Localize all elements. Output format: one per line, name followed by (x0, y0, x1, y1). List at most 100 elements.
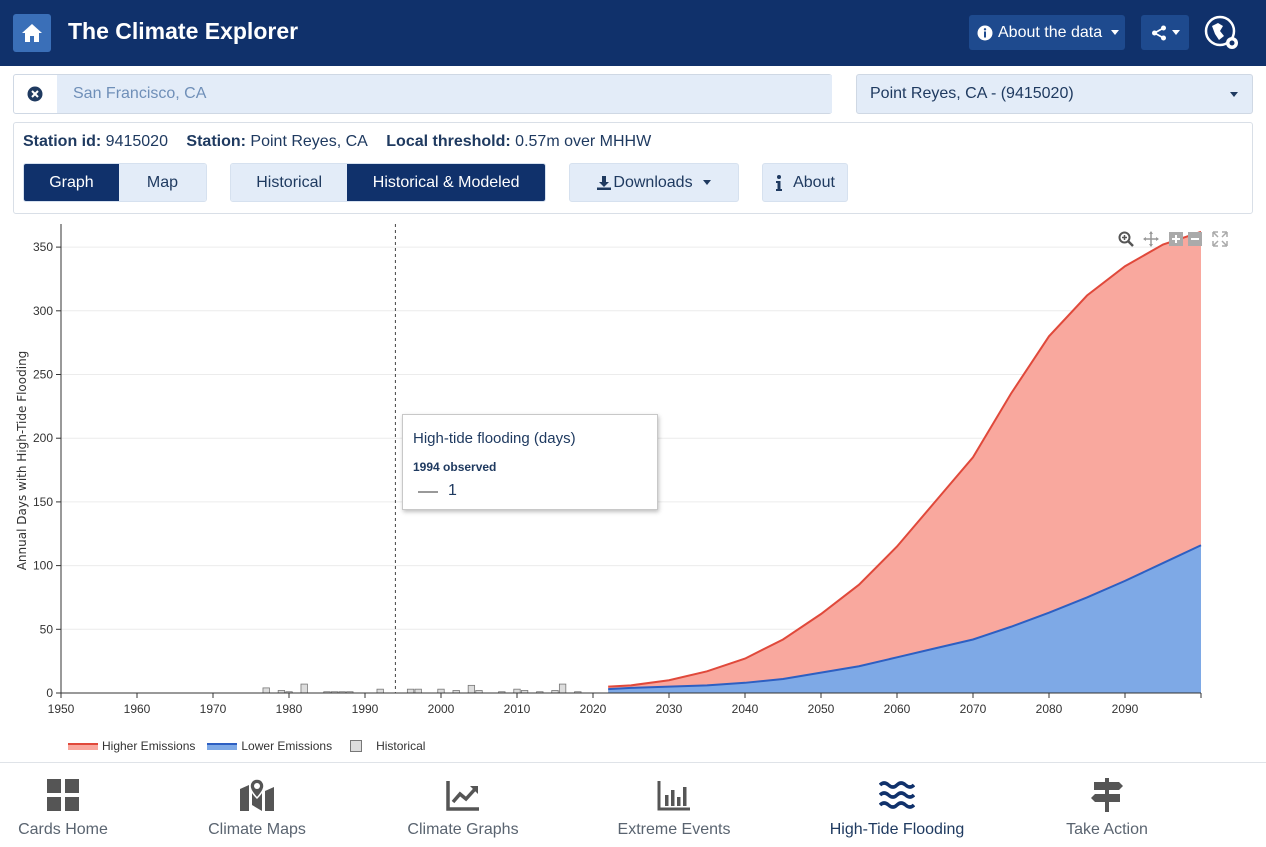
downloads-button[interactable]: Downloads (569, 163, 739, 202)
historical-bar (300, 683, 308, 694)
legend-item-historical[interactable]: Historical (344, 739, 425, 753)
about-data-dropdown[interactable]: About the data (969, 15, 1125, 50)
chart-legend: Higher Emissions Lower Emissions Histori… (68, 739, 437, 753)
x-tick-label: 2060 (884, 702, 911, 716)
tooltip-series-swatch (418, 491, 438, 493)
historical-bar (262, 687, 270, 694)
map-marker-icon (240, 778, 274, 811)
x-tick-label: 1990 (352, 702, 379, 716)
share-icon (1151, 25, 1166, 40)
location-input[interactable] (57, 75, 832, 113)
reset-zoom-icon[interactable] (1212, 231, 1228, 247)
historical-bar (467, 684, 476, 694)
pan-icon[interactable] (1143, 231, 1159, 247)
info-circle-icon (977, 25, 993, 40)
about-button[interactable]: About (762, 163, 848, 202)
historical-bar (437, 688, 445, 694)
tooltip-title: High-tide flooding (days) (413, 430, 576, 447)
legend-label-lower: Lower Emissions (241, 739, 333, 753)
historical-bar (513, 688, 521, 694)
chevron-down-icon (702, 180, 711, 185)
threshold-label: Local threshold: (386, 133, 511, 150)
nav-take-action[interactable]: Take Action (1061, 763, 1153, 847)
location-search (13, 74, 832, 114)
settings-globe-button[interactable] (1203, 14, 1241, 52)
downloads-label: Downloads (613, 173, 693, 191)
x-tick-label: 2040 (732, 702, 759, 716)
x-tick-label: 1960 (124, 702, 151, 716)
legend-swatch-higher (68, 742, 98, 750)
y-tick-label: 350 (33, 240, 53, 254)
lower-emissions-line (608, 544, 1202, 691)
x-tick-label: 2070 (960, 702, 987, 716)
y-tick-label: 150 (33, 495, 53, 509)
x-tick-label: 2050 (808, 702, 835, 716)
station-info-line: Station id: 9415020 Station: Point Reyes… (23, 133, 651, 151)
threshold-value: 0.57m over MHHW (515, 133, 652, 150)
y-axis-label: Annual Days with High-Tide Flooding (15, 351, 29, 571)
legend-item-higher[interactable]: Higher Emissions (68, 739, 195, 753)
legend-swatch-lower (207, 742, 238, 750)
station-id-value: 9415020 (105, 133, 168, 150)
bar-chart-icon (657, 781, 690, 811)
nav-cards-home[interactable]: Cards Home (18, 763, 108, 847)
chevron-down-icon (1111, 30, 1120, 35)
waves-icon (879, 781, 915, 809)
y-tick-label: 250 (33, 368, 53, 382)
zoom-icon[interactable] (1118, 231, 1134, 247)
station-id-label: Station id: (23, 133, 102, 150)
station-info-panel: Station id: 9415020 Station: Point Reyes… (13, 122, 1253, 214)
nav-climate-graphs[interactable]: Climate Graphs (406, 763, 520, 847)
y-tick-label: 50 (40, 622, 54, 636)
x-tick-label: 1950 (48, 702, 75, 716)
flooding-chart: 0 50 100 150 200 250 300 350 1950 1960 1970 1980 199… (0, 220, 1266, 760)
zoom-out-icon[interactable] (1187, 231, 1203, 247)
chart-line-icon (446, 781, 479, 811)
station-name-label: Station: (186, 133, 246, 150)
info-icon (776, 174, 783, 191)
station-select[interactable]: Point Reyes, CA - (9415020) (856, 74, 1253, 114)
globe-gear-icon (1204, 15, 1238, 49)
tab-historical[interactable]: Historical (231, 164, 348, 201)
tab-historical-modeled[interactable]: Historical & Modeled (347, 164, 545, 201)
cards-grid-icon (47, 779, 79, 811)
x-tick-label: 2080 (1036, 702, 1063, 716)
nav-extreme-events[interactable]: Extreme Events (617, 763, 731, 847)
legend-swatch-historical (350, 740, 363, 752)
legend-item-lower[interactable]: Lower Emissions (207, 739, 332, 753)
higher-emissions-area (608, 231, 1201, 694)
view-toggle: Graph Map (23, 163, 207, 202)
nav-label: Climate Graphs (407, 821, 519, 838)
x-tick-label: 2010 (504, 702, 531, 716)
tooltip-subtitle: 1994 observed (413, 460, 497, 474)
clear-location-button[interactable] (14, 75, 56, 113)
nav-climate-maps[interactable]: Climate Maps (206, 763, 308, 847)
tab-map[interactable]: Map (118, 164, 206, 201)
y-tick-label: 0 (46, 686, 53, 700)
chart-toolbar (1118, 231, 1228, 247)
home-button[interactable] (13, 14, 51, 52)
about-label: About (793, 173, 835, 191)
top-bar: The Climate Explorer About the data (0, 0, 1266, 66)
nav-label: Cards Home (18, 821, 108, 838)
nav-high-tide-flooding[interactable]: High-Tide Flooding (827, 763, 967, 847)
download-icon (597, 175, 612, 190)
about-data-label: About the data (998, 23, 1103, 41)
lower-emissions-area (608, 545, 1201, 693)
nav-label: High-Tide Flooding (829, 821, 965, 838)
tab-graph[interactable]: Graph (24, 164, 119, 201)
chart-svg: 0 50 100 150 200 250 300 350 1950 1960 1970 1980 199… (15, 224, 1202, 716)
higher-emissions-line (608, 230, 1202, 688)
y-tick-label: 100 (33, 559, 53, 573)
y-tick-label: 300 (33, 304, 53, 318)
x-tick-label: 2030 (656, 702, 683, 716)
nav-label: Extreme Events (617, 821, 731, 838)
y-tick-label: 200 (33, 431, 53, 445)
historical-bar (558, 683, 567, 694)
x-tick-label: 2090 (1112, 702, 1139, 716)
share-dropdown[interactable] (1141, 15, 1189, 50)
x-tick-label: 2020 (580, 702, 607, 716)
historical-bar (406, 688, 415, 694)
zoom-in-icon[interactable] (1168, 231, 1184, 247)
chart-tooltip: High-tide flooding (days) 1994 observed … (402, 414, 658, 510)
